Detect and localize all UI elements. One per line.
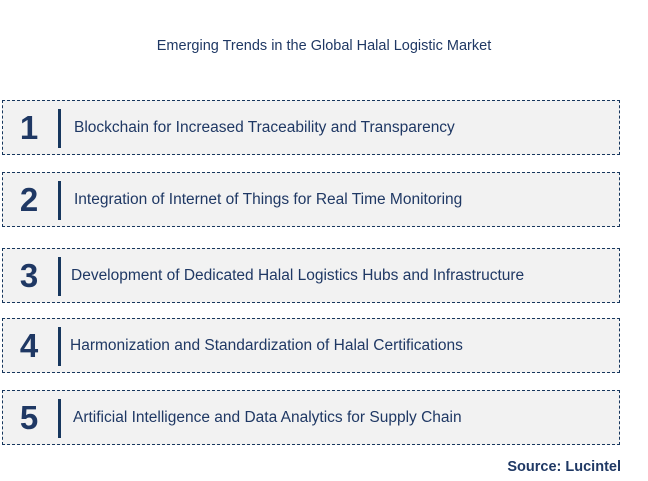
divider-bar <box>58 257 61 296</box>
trend-label: Artificial Intelligence and Data Analyti… <box>73 408 462 426</box>
trend-row-5: 5 Artificial Intelligence and Data Analy… <box>2 390 620 445</box>
trend-number: 5 <box>19 398 39 436</box>
divider-bar <box>58 399 61 438</box>
source-note: Source: Lucintel <box>507 459 621 475</box>
divider-bar <box>58 109 61 148</box>
trend-number: 2 <box>19 180 39 218</box>
divider-bar <box>58 181 61 220</box>
page-title: Emerging Trends in the Global Halal Logi… <box>156 38 492 54</box>
trend-row-3: 3 Development of Dedicated Halal Logisti… <box>2 248 620 303</box>
trend-number: 1 <box>19 108 39 146</box>
trend-row-4: 4 Harmonization and Standardization of H… <box>2 318 620 373</box>
divider-bar <box>58 327 61 366</box>
trend-number: 3 <box>19 256 39 294</box>
trend-label: Integration of Internet of Things for Re… <box>74 190 463 208</box>
trend-label: Development of Dedicated Halal Logistics… <box>71 266 525 284</box>
trend-number: 4 <box>19 326 39 364</box>
trend-label: Harmonization and Standardization of Hal… <box>70 336 463 354</box>
trend-row-1: 1 Blockchain for Increased Traceability … <box>2 100 620 155</box>
trend-row-2: 2 Integration of Internet of Things for … <box>2 172 620 227</box>
trend-label: Blockchain for Increased Traceability an… <box>74 118 455 136</box>
